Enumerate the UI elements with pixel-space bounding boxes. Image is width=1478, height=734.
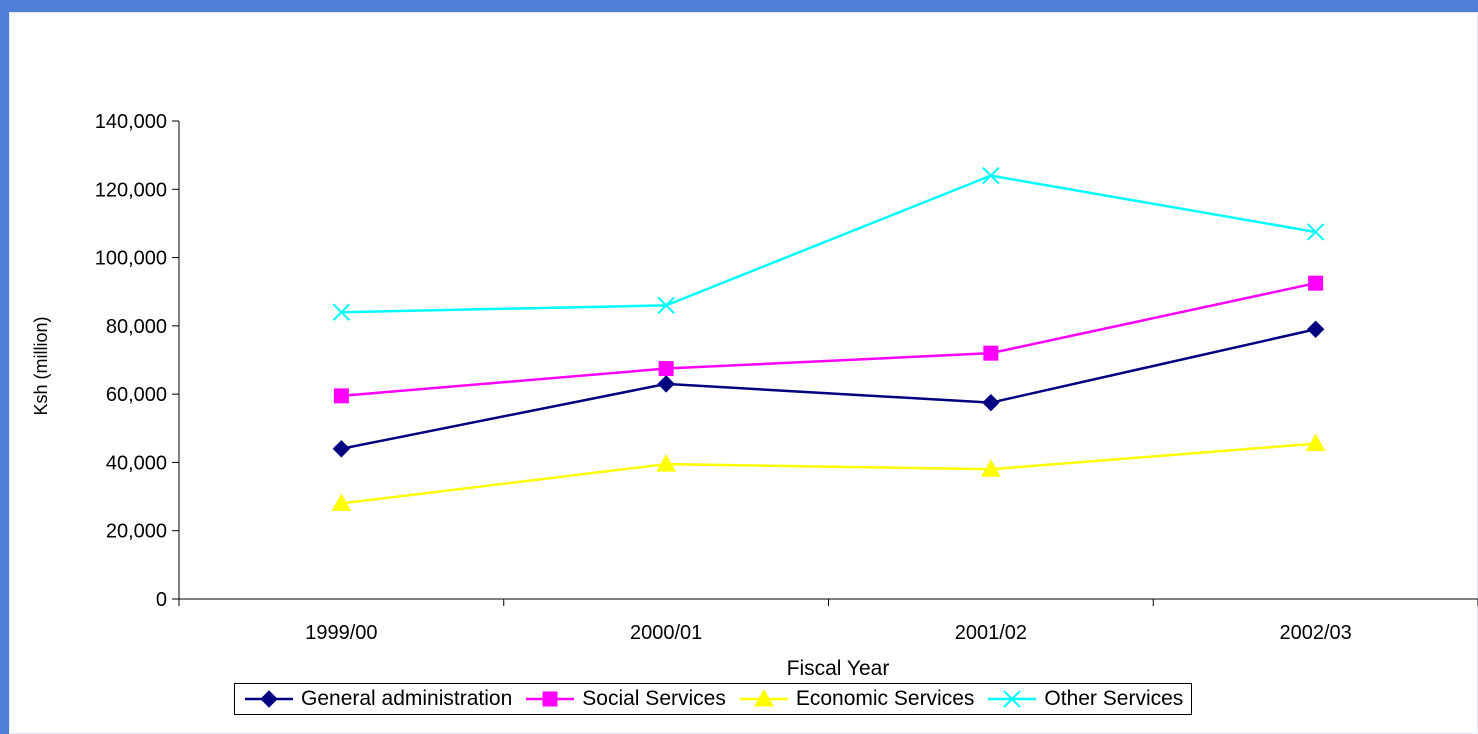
series-0 [332,320,1325,458]
y-tick-label: 20,000 [106,521,167,543]
y-tick-label: 100,000 [95,248,167,270]
chart-legend: General administration Social Services Eco… [234,683,1193,715]
data-point-marker [657,375,675,393]
series-1 [333,275,1324,404]
legend-label: Other Services [1044,687,1184,710]
legend-label: Economic Services [795,687,975,710]
data-point-marker [542,691,558,707]
y-tick-label: 80,000 [106,316,167,338]
y-tick-label: 120,000 [95,179,167,201]
legend-key [739,689,788,707]
data-point-marker [656,454,676,472]
data-point-marker [983,345,999,361]
series-line [341,174,1316,314]
data-point-marker [658,361,674,377]
x-tick-label: 2002/03 [1279,622,1351,644]
series-2 [331,433,1326,511]
x-tick-label: 1999/00 [305,622,377,644]
data-point-marker [1306,223,1325,241]
data-point-marker [331,493,352,511]
legend-item: General administration [243,687,512,711]
legend-key [526,691,575,707]
y-axis-label: Ksh (million) [31,316,51,415]
data-point-marker [753,689,774,707]
series-line [341,281,1316,398]
legend-label: General administration [301,687,513,710]
data-point-marker [1306,320,1325,338]
line-chart: 0 20,000 40,000 60,000 80,000 100,000 120,000 1… [31,111,1478,680]
series-line [341,328,1316,450]
data-point-marker [982,393,1000,412]
legend-label: Social Services [582,687,726,710]
chart-frame: 0 20,000 40,000 60,000 80,000 100,000 120,000 1… [9,12,1478,734]
data-point-marker [657,296,675,315]
x-tick-label: 2000/01 [630,622,702,644]
y-tick-label: 60,000 [106,384,167,406]
data-point-marker [981,459,1001,477]
data-point-marker [1308,275,1324,291]
y-tick-label: 0 [156,589,167,611]
legend-item: Other Services [986,687,1183,711]
legend-item: Social Services [524,687,726,711]
data-point-marker [260,690,278,708]
legend-key [245,690,293,708]
legend-item: Economic Services [738,687,975,711]
legend-key [988,690,1037,708]
x-axis-label: Fiscal Year [787,657,890,680]
data-point-marker [982,166,1000,185]
series-3 [332,166,1325,321]
series-layer [331,166,1326,511]
data-point-marker [332,440,351,458]
x-tick-label: 2001/02 [955,622,1027,644]
data-point-marker [1305,433,1326,452]
data-point-marker [1003,690,1022,708]
y-tick-label: 140,000 [95,111,167,133]
data-point-marker [332,303,351,321]
series-line [341,442,1316,505]
axes: 0 20,000 40,000 60,000 80,000 100,000 120,000 1… [95,111,1478,644]
data-point-marker [333,388,349,404]
y-tick-label: 40,000 [106,452,167,474]
